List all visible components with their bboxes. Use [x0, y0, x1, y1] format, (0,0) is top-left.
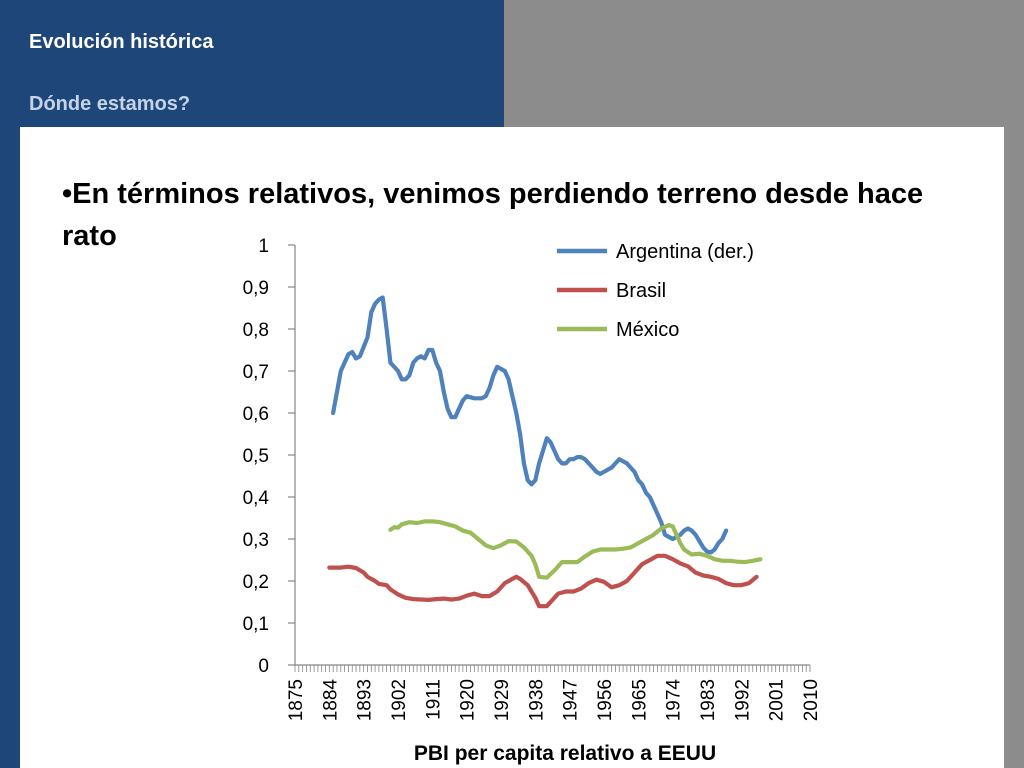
y-tick-label: 0,4 [243, 488, 270, 509]
chart-ticks: 0 0,1 0,2 0,3 0,4 0,5 0,6 0,7 0,8 0,9 1 1875 1884 189… [243, 236, 822, 721]
bullet-text: •En términos relativos, venimos perdiend… [62, 178, 924, 252]
y-tick-label: 0,8 [243, 320, 269, 341]
series-line-1 [327, 553, 759, 609]
chart-series-lines [327, 295, 763, 609]
x-tick-label: 1929 [492, 679, 513, 721]
x-tick-label: 1893 [355, 679, 376, 721]
x-axis-label: PBI per capita relativo a EEUU [414, 742, 716, 765]
x-tick-label: 1992 [732, 679, 753, 721]
legend-label-2: México [616, 319, 679, 341]
legend-label-0: Argentina (der.) [616, 241, 754, 263]
x-tick-label: 1902 [389, 679, 410, 721]
x-tick-label: 1884 [320, 679, 341, 722]
x-tick-label: 1875 [286, 679, 307, 721]
x-tick-label: 1947 [561, 679, 582, 721]
x-tick-label: 2010 [801, 679, 822, 721]
y-tick-label: 0,2 [243, 572, 269, 593]
y-tick-label: 0,3 [243, 530, 269, 551]
x-tick-label: 1956 [595, 679, 616, 721]
x-tick-label: 1965 [629, 679, 650, 721]
y-tick-label: 0,1 [243, 614, 269, 635]
x-tick-label: 2001 [767, 679, 788, 721]
y-tick-label: 0,6 [243, 404, 269, 425]
legend-label-1: Brasil [616, 280, 666, 302]
x-tick-label: 1911 [423, 679, 444, 720]
y-tick-label: 0,7 [243, 362, 269, 383]
x-tick-label: 1983 [698, 679, 719, 721]
y-tick-label: 0,5 [243, 446, 269, 467]
y-tick-label: 1 [258, 236, 269, 257]
section-subtitle: Dónde estamos? [29, 93, 191, 115]
y-tick-label: 0 [258, 656, 269, 677]
series-line-2 [388, 519, 763, 580]
x-tick-label: 1974 [664, 679, 685, 722]
series-line-0 [331, 295, 729, 555]
y-tick-label: 0,9 [243, 278, 269, 299]
chart-legend: Argentina (der.) Brasil México [557, 241, 754, 341]
x-tick-label: 1920 [458, 679, 479, 721]
section-title: Evolución histórica [29, 31, 214, 53]
slide-content-card [20, 127, 1004, 768]
x-tick-label: 1938 [526, 679, 547, 721]
